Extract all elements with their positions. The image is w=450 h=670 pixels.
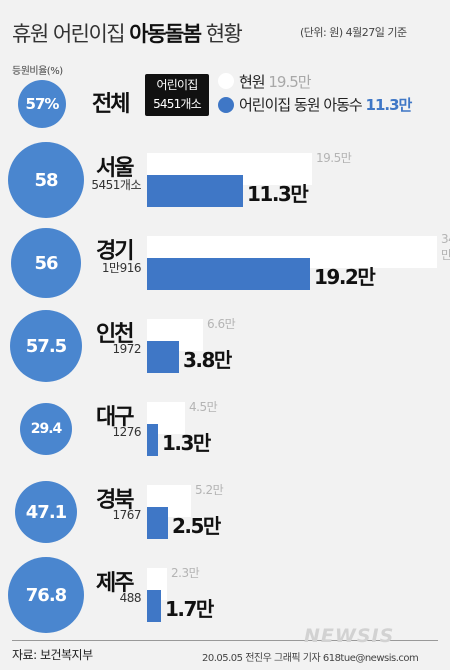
facility-count: 1만916 [101,261,142,275]
region-name: 제주 [96,571,135,596]
ratio-circle: 47.1 [15,481,77,543]
ratio-circle: 76.8 [8,557,84,633]
facility-count: 1767 [112,508,141,522]
total-name: 전체 [92,92,131,117]
enrolled-value-label: 11.3만 [247,182,309,206]
unit-note: (단위: 원) 4월27일 기준 [300,26,407,39]
legend-current-swatch [218,73,234,89]
region-name: 서울 [96,156,135,181]
title-part2: 아동돌봄 [129,22,202,46]
ratio-circle: 29.4 [20,403,72,455]
legend-box-line1: 어린이집 [156,78,199,92]
total-ratio-value: 57% [25,95,60,113]
legend-current-total: 19.5만 [268,73,311,91]
legend-enrolled-label: 어린이집 동원 아동수 [239,96,363,114]
ratio-value: 47.1 [25,501,67,523]
ratio-circle: 57.5 [10,310,82,382]
enrolled-value-label: 3.8만 [183,348,232,372]
ratio-value: 76.8 [25,584,67,606]
enrolled-value-label: 19.2만 [314,265,376,289]
credit-note: 20.05.05 전진우 그래픽 기자 618tue@newsis.com [202,653,419,664]
footer-divider [12,640,438,641]
ratio-circle: 56 [11,228,81,298]
ratio-value: 57.5 [25,335,67,357]
enrolled-bar [147,424,158,456]
page-title: 휴원 어린이집 아동돌봄 현황 [12,18,243,48]
legend-box: 어린이집 5451개소 [145,74,209,116]
legend-enrolled-total: 11.3만 [365,96,413,114]
title-part1: 휴원 어린이집 [12,22,130,46]
total-ratio-circle: 57% [18,80,66,128]
enrolled-bar [147,258,310,290]
enrolled-value-label: 1.7만 [165,597,214,621]
legend-enrolled: 어린이집 동원 아동수 11.3만 [239,94,413,115]
region-name: 인천 [96,322,135,347]
ratio-circle: 58 [8,142,84,218]
legend-current-label: 현원 [239,73,266,91]
current-value-label: 19.5만 [316,151,352,165]
facility-count: 1972 [112,342,141,356]
legend-enrolled-swatch [218,97,234,113]
current-value-label: 6.6만 [207,317,236,331]
enrolled-bar [147,341,179,373]
legend-box-line2: 5451개소 [153,97,202,111]
current-value-label: 2.3만 [171,566,200,580]
region-name: 경북 [96,488,135,513]
enrolled-bar [147,507,168,539]
current-value-label: 34.2만 [441,232,450,262]
ratio-label: 등원비율(%) [12,66,63,77]
current-value-label: 4.5만 [189,400,218,414]
enrolled-bar [147,175,243,207]
watermark-logo: NEWSIS [304,625,395,647]
region-name: 경기 [96,239,135,264]
ratio-value: 29.4 [30,421,63,437]
enrolled-value-label: 1.3만 [162,431,211,455]
region-name: 대구 [96,405,135,430]
title-part3: 현황 [200,22,243,46]
ratio-value: 58 [34,169,58,191]
facility-count: 5451개소 [91,178,141,192]
ratio-value: 56 [34,252,58,274]
facility-count: 1276 [112,425,141,439]
source-note: 자료: 보건복지부 [12,648,93,662]
current-value-label: 5.2만 [195,483,224,497]
facility-count: 488 [119,591,142,605]
enrolled-value-label: 2.5만 [172,514,221,538]
legend-current: 현원 19.5만 [239,71,312,92]
enrolled-bar [147,590,161,622]
